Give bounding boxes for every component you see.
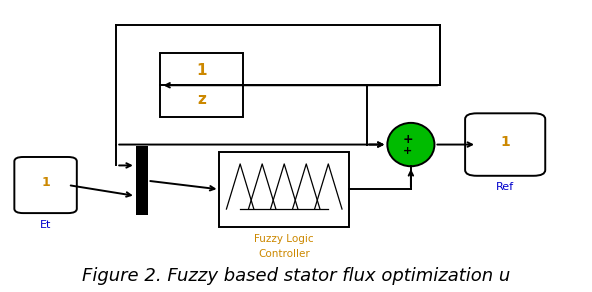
Text: 1: 1 xyxy=(41,176,50,189)
Bar xyxy=(160,53,243,117)
Text: 1: 1 xyxy=(500,135,510,149)
Text: Ref: Ref xyxy=(496,182,514,192)
FancyBboxPatch shape xyxy=(14,157,77,213)
Text: Controller: Controller xyxy=(258,249,310,259)
Text: 1: 1 xyxy=(197,63,207,78)
Text: +: + xyxy=(403,133,413,146)
Ellipse shape xyxy=(387,123,435,166)
Text: z: z xyxy=(197,92,206,107)
Bar xyxy=(220,152,349,227)
FancyBboxPatch shape xyxy=(465,113,545,176)
Bar xyxy=(136,146,147,215)
Text: Fuzzy Logic: Fuzzy Logic xyxy=(255,234,314,244)
Text: Et: Et xyxy=(40,220,52,230)
Text: Figure 2. Fuzzy based stator flux optimization u: Figure 2. Fuzzy based stator flux optimi… xyxy=(82,267,510,285)
Text: +: + xyxy=(403,146,413,156)
